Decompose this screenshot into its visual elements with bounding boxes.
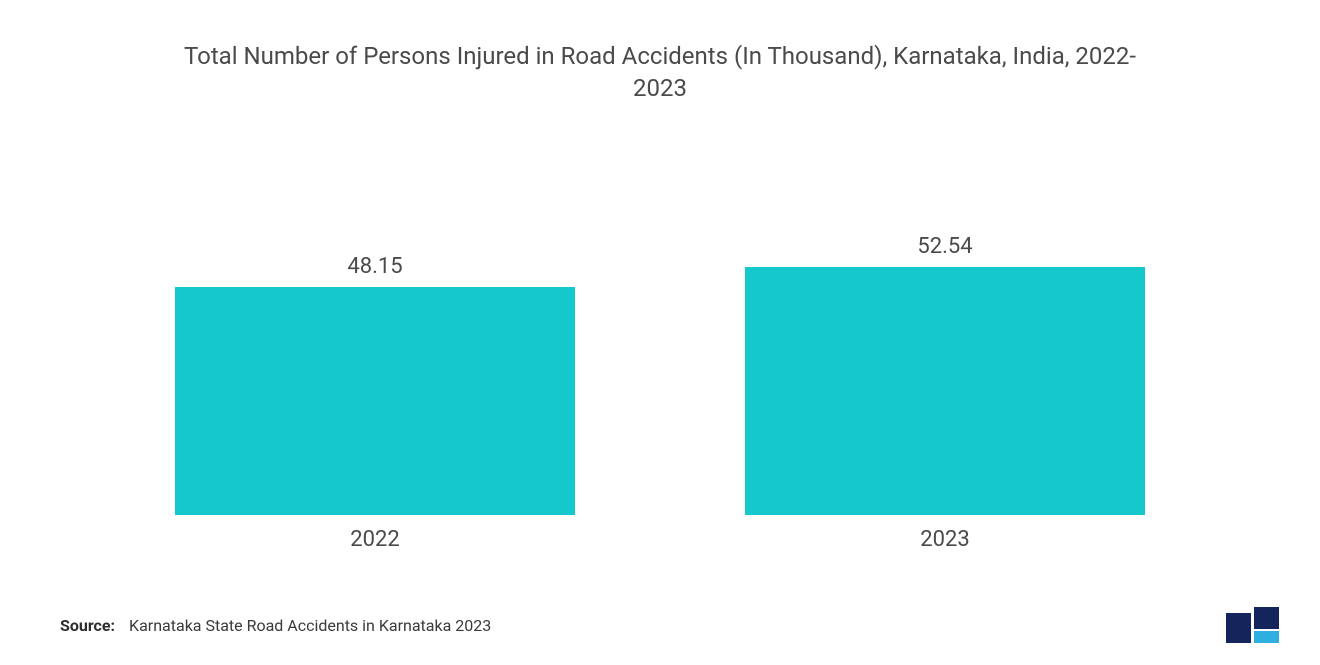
chart-container: Total Number of Persons Injured in Road …	[0, 0, 1320, 665]
source-text: Karnataka State Road Accidents in Karnat…	[129, 616, 491, 635]
brand-logo	[1226, 607, 1280, 643]
bar-value-label: 52.54	[917, 234, 972, 259]
category-label: 2022	[175, 527, 575, 552]
category-label: 2023	[745, 527, 1145, 552]
source-label: Source:	[60, 616, 115, 635]
bar	[175, 287, 575, 515]
bar-value-label: 48.15	[347, 254, 402, 279]
source-row: Source: Karnataka State Road Accidents i…	[60, 616, 491, 635]
bar-group: 48.15	[175, 254, 575, 515]
plot-area: 48.15 52.54	[60, 185, 1260, 515]
bar	[745, 267, 1145, 515]
category-axis: 2022 2023	[60, 527, 1260, 552]
chart-title: Total Number of Persons Injured in Road …	[160, 40, 1160, 105]
bar-group: 52.54	[745, 234, 1145, 515]
